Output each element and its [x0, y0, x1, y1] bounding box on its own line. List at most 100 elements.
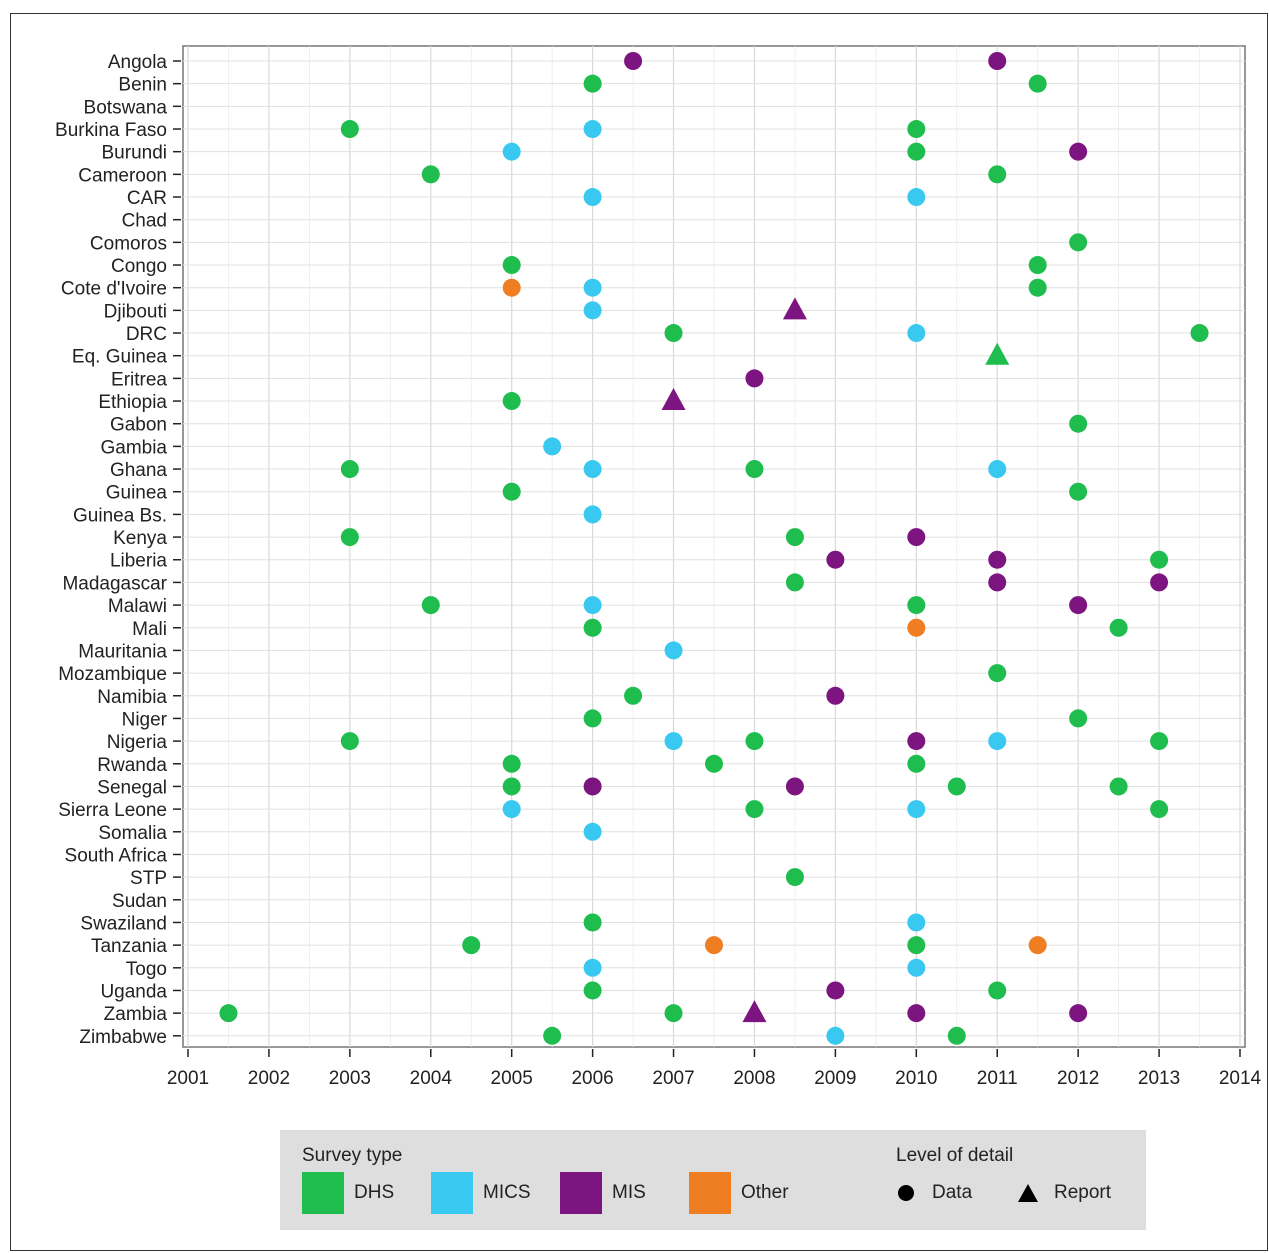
x-tick-label: 2009: [814, 1068, 856, 1089]
data-point: [502, 256, 521, 275]
data-point: [624, 686, 643, 705]
data-point: [664, 324, 683, 343]
y-tick-label: Niger: [122, 709, 168, 730]
data-point: [1069, 482, 1088, 501]
data-point: [583, 709, 602, 728]
y-tick-label: Ghana: [110, 460, 167, 481]
y-tick-label: Rwanda: [97, 755, 167, 776]
data-point: [1069, 709, 1088, 728]
legend-item-report: Report: [1018, 1172, 1111, 1214]
y-tick-label: Tanzania: [91, 936, 167, 957]
data-point: [340, 528, 359, 547]
y-tick-label: Senegal: [97, 777, 167, 798]
y-tick-label: Cote d'Ivoire: [61, 279, 167, 300]
legend-item-dhs: DHS: [302, 1172, 394, 1214]
y-tick-label: Eritrea: [111, 369, 167, 390]
data-point: [1069, 414, 1088, 433]
y-tick-label: Mali: [132, 619, 167, 640]
data-point: [664, 641, 683, 660]
legend-label-data: Data: [932, 1182, 973, 1203]
data-point: [785, 868, 804, 887]
legend-item-other: Other: [689, 1172, 789, 1214]
legend-survey-type-title: Survey type: [302, 1145, 403, 1166]
y-tick-label: Djibouti: [104, 301, 167, 322]
legend-label-mis: MIS: [612, 1182, 646, 1203]
data-point: [340, 732, 359, 751]
data-point: [1150, 800, 1169, 819]
data-point: [745, 369, 764, 388]
data-point: [502, 800, 521, 819]
data-point: [583, 278, 602, 297]
y-tick-label: Zimbabwe: [79, 1027, 167, 1048]
data-point: [502, 142, 521, 161]
data-point: [988, 981, 1007, 1000]
y-tick-label: STP: [130, 868, 167, 889]
data-point: [502, 482, 521, 501]
y-tick-label: Guinea: [106, 483, 168, 504]
data-point: [1028, 278, 1047, 297]
data-point: [907, 188, 926, 207]
y-tick-label: Gambia: [100, 437, 167, 458]
y-tick-label: South Africa: [65, 845, 168, 866]
legend-item-mics: MICS: [431, 1172, 531, 1214]
data-point: [907, 324, 926, 343]
data-point: [664, 1004, 683, 1023]
y-tick-label: Somalia: [98, 823, 167, 844]
legend-swatch-dhs: [302, 1172, 344, 1214]
x-tick-label: 2008: [733, 1068, 775, 1089]
y-tick-label: Cameroon: [78, 165, 167, 186]
legend-label-dhs: DHS: [354, 1182, 395, 1203]
data-point: [1028, 74, 1047, 93]
y-tick-label: Botswana: [84, 97, 168, 118]
x-tick-label: 2014: [1219, 1068, 1262, 1089]
legend-label-mics: MICS: [483, 1182, 531, 1203]
data-point: [1069, 1004, 1088, 1023]
data-point: [502, 777, 521, 796]
data-point: [1069, 233, 1088, 252]
data-point: [502, 754, 521, 773]
x-tick-label: 2006: [571, 1068, 613, 1089]
data-point: [583, 460, 602, 479]
data-point: [624, 52, 643, 70]
data-point: [583, 913, 602, 932]
data-point: [583, 777, 602, 796]
data-point: [947, 777, 966, 796]
y-tick-label: Mozambique: [58, 664, 167, 685]
data-point: [826, 686, 845, 705]
y-tick-label: Togo: [126, 959, 167, 980]
x-tick-label: 2002: [248, 1068, 290, 1089]
y-tick-label: Congo: [111, 256, 167, 277]
data-point: [785, 777, 804, 796]
data-point: [907, 754, 926, 773]
data-point: [907, 913, 926, 932]
data-point: [907, 120, 926, 139]
data-point: [340, 460, 359, 479]
x-tick-label: 2007: [652, 1068, 694, 1089]
data-point-report: [782, 297, 807, 320]
data-point: [1150, 732, 1169, 751]
y-tick-label: Angola: [108, 52, 168, 73]
data-point: [907, 142, 926, 161]
data-point: [907, 528, 926, 547]
x-tick-label: 2004: [410, 1068, 453, 1089]
data-point: [583, 505, 602, 524]
data-point: [1028, 936, 1047, 955]
data-point: [988, 664, 1007, 683]
data-point: [583, 618, 602, 637]
data-point: [988, 52, 1007, 70]
data-point: [907, 618, 926, 637]
triangle-icon: [1018, 1184, 1038, 1202]
data-point: [826, 1026, 845, 1045]
data-point: [988, 573, 1007, 592]
data-point: [664, 732, 683, 751]
legend-label-report: Report: [1054, 1182, 1112, 1203]
data-point: [583, 120, 602, 139]
x-tick-label: 2012: [1057, 1068, 1099, 1089]
data-point: [583, 74, 602, 93]
data-point: [785, 573, 804, 592]
data-point: [1190, 324, 1209, 343]
y-tick-label: Malawi: [108, 596, 167, 617]
data-points: [219, 52, 1209, 1045]
data-point: [1150, 550, 1169, 569]
